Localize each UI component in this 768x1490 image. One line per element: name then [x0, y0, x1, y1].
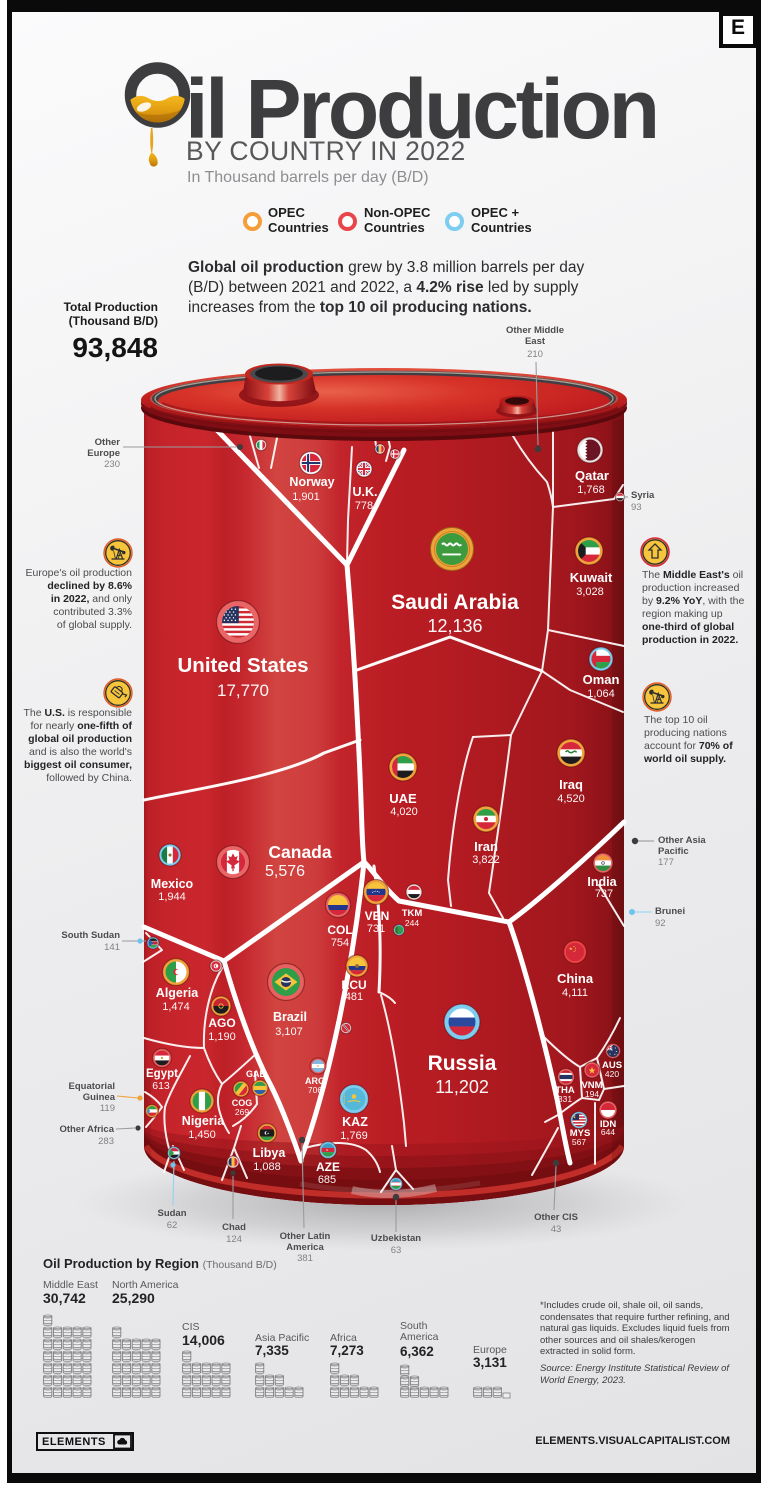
svg-text:Canada: Canada: [268, 842, 331, 862]
svg-text:1,901: 1,901: [292, 491, 320, 503]
svg-text:China: China: [557, 971, 594, 986]
svg-text:644: 644: [601, 1127, 615, 1137]
svg-text:IDN: IDN: [600, 1119, 617, 1130]
svg-text:1,944: 1,944: [158, 891, 186, 903]
svg-text:1,768: 1,768: [577, 484, 605, 496]
svg-text:ARG: ARG: [305, 1076, 325, 1086]
svg-text:685: 685: [318, 1174, 336, 1186]
svg-text:AUS: AUS: [602, 1060, 622, 1071]
svg-text:Mexico: Mexico: [151, 877, 194, 891]
svg-text:Qatar: Qatar: [575, 468, 609, 483]
svg-text:4,520: 4,520: [557, 793, 585, 805]
svg-text:VEN: VEN: [365, 909, 390, 923]
svg-text:754: 754: [331, 937, 349, 949]
svg-text:4,111: 4,111: [562, 987, 588, 999]
svg-text:Saudi Arabia: Saudi Arabia: [391, 591, 519, 614]
svg-text:3,028: 3,028: [576, 586, 604, 598]
svg-text:MYS: MYS: [570, 1128, 591, 1139]
svg-text:194: 194: [585, 1089, 599, 1099]
svg-text:AZE: AZE: [316, 1160, 340, 1174]
svg-text:3,822: 3,822: [472, 854, 500, 866]
svg-text:420: 420: [605, 1069, 619, 1079]
svg-text:11,202: 11,202: [435, 1077, 489, 1097]
svg-text:1,450: 1,450: [188, 1129, 216, 1141]
svg-text:778: 778: [355, 500, 373, 512]
svg-text:TKM: TKM: [402, 908, 423, 919]
svg-text:3,107: 3,107: [275, 1026, 303, 1038]
svg-text:1,474: 1,474: [162, 1001, 190, 1013]
svg-text:706: 706: [308, 1085, 322, 1095]
svg-text:1,769: 1,769: [340, 1130, 368, 1142]
svg-text:Kuwait: Kuwait: [570, 570, 613, 585]
svg-text:737: 737: [595, 888, 613, 900]
svg-text:17,770: 17,770: [217, 681, 269, 700]
svg-text:COG: COG: [232, 1098, 253, 1108]
svg-text:U.K.: U.K.: [353, 485, 378, 499]
svg-text:KAZ: KAZ: [342, 1115, 368, 1129]
svg-text:1,088: 1,088: [253, 1161, 281, 1173]
svg-text:613: 613: [152, 1080, 170, 1092]
svg-text:Algeria: Algeria: [156, 986, 199, 1000]
svg-text:12,136: 12,136: [427, 616, 482, 636]
svg-text:Iran: Iran: [474, 839, 498, 854]
svg-text:731: 731: [367, 923, 385, 935]
svg-text:Iraq: Iraq: [559, 777, 583, 792]
svg-text:5,576: 5,576: [265, 863, 305, 880]
svg-text:UAE: UAE: [389, 791, 417, 806]
svg-text:1,190: 1,190: [208, 1031, 236, 1043]
svg-text:COL: COL: [327, 923, 352, 937]
svg-text:THA: THA: [555, 1085, 575, 1096]
svg-text:269: 269: [235, 1107, 249, 1117]
svg-text:Nigeria: Nigeria: [182, 1114, 225, 1128]
svg-text:1,064: 1,064: [587, 688, 615, 700]
svg-text:Brazil: Brazil: [273, 1010, 307, 1024]
svg-text:Oman: Oman: [583, 672, 620, 687]
svg-text:567: 567: [572, 1137, 586, 1147]
svg-text:VNM: VNM: [581, 1080, 602, 1091]
svg-text:AGO: AGO: [208, 1016, 235, 1030]
svg-text:481: 481: [345, 991, 363, 1003]
svg-text:Egypt: Egypt: [146, 1068, 178, 1080]
svg-text:244: 244: [405, 918, 419, 928]
svg-text:India: India: [587, 875, 617, 889]
svg-text:4,020: 4,020: [390, 806, 418, 818]
svg-text:Libya: Libya: [253, 1146, 287, 1160]
svg-text:Norway: Norway: [289, 475, 334, 489]
svg-text:United States: United States: [178, 654, 309, 677]
svg-text:Russia: Russia: [428, 1052, 497, 1075]
svg-text:331: 331: [558, 1094, 572, 1104]
svg-text:ECU: ECU: [341, 978, 366, 992]
svg-text:GAB: GAB: [246, 1069, 267, 1079]
